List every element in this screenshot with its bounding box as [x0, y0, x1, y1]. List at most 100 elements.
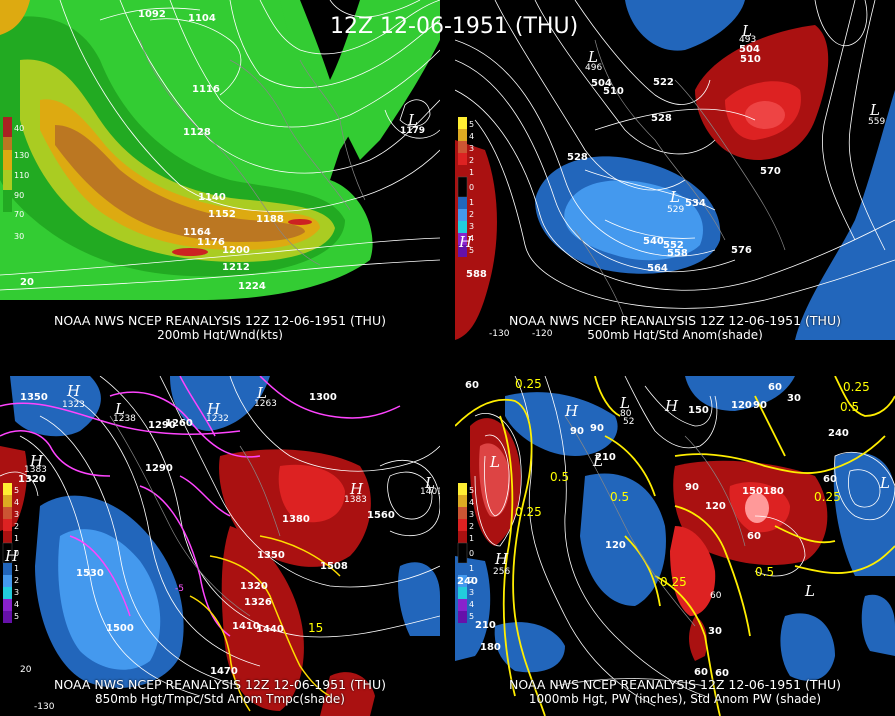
svg-text:210: 210	[595, 452, 616, 463]
svg-text:52: 52	[623, 417, 634, 427]
svg-text:60: 60	[694, 667, 708, 678]
svg-text:3: 3	[469, 144, 474, 153]
svg-text:1: 1	[469, 534, 474, 543]
svg-text:30: 30	[787, 393, 801, 404]
svg-text:2: 2	[14, 576, 19, 585]
height-contours	[0, 0, 440, 291]
svg-text:5: 5	[469, 246, 474, 255]
svg-text:L: L	[114, 400, 125, 418]
svg-text:150: 150	[742, 486, 763, 497]
svg-text:L: L	[489, 453, 500, 471]
svg-text:H: H	[66, 382, 81, 400]
svg-text:1: 1	[469, 564, 474, 573]
svg-text:1188: 1188	[256, 214, 284, 225]
pw-labels: 0.25 0.5 0.25 0.5 0.25 0.5 0.25 0.25 0.5	[515, 377, 870, 589]
svg-text:20: 20	[20, 665, 32, 675]
svg-text:2: 2	[469, 522, 474, 531]
svg-text:1560: 1560	[367, 510, 395, 521]
svg-text:1: 1	[469, 168, 474, 177]
height-contours	[455, 0, 895, 309]
svg-text:558: 558	[667, 248, 688, 259]
colorbar-850mb: 5 4 3 2 1 0 1 2 3 4 5	[2, 483, 19, 623]
svg-text:256: 256	[493, 567, 510, 577]
svg-text:0.25: 0.25	[843, 380, 870, 394]
panel-caption: NOAA NWS NCEP REANALYSIS 12Z 12-06-1951 …	[0, 314, 440, 341]
svg-text:L: L	[804, 582, 815, 600]
svg-text:0.25: 0.25	[814, 490, 841, 504]
negative-anomaly-atlantic	[795, 90, 895, 340]
map-1000mb: 5 4 3 2 1 0 1 2 3 4 5 60 90 150 120 90 6…	[455, 376, 895, 716]
svg-text:5: 5	[469, 120, 474, 129]
svg-text:510: 510	[603, 86, 624, 97]
svg-text:1: 1	[14, 564, 19, 573]
colorbar-200mb: 40 130 110 90 70 30	[3, 117, 29, 241]
svg-text:1092: 1092	[138, 9, 166, 20]
svg-text:1176: 1176	[197, 237, 225, 248]
coastlines	[139, 39, 366, 266]
svg-text:0.5: 0.5	[610, 490, 629, 504]
svg-text:110: 110	[14, 171, 29, 180]
wind-max-core	[172, 248, 208, 256]
svg-text:210: 210	[475, 620, 496, 631]
svg-text:2: 2	[469, 576, 474, 585]
panel-850mb-height-temp: 5 4 3 2 1 0 1 2 3 4 5 1350 1290 1260 129…	[0, 376, 440, 716]
svg-text:90: 90	[753, 400, 767, 411]
positive-pw-anomaly-south	[670, 526, 716, 616]
svg-text:4: 4	[469, 234, 474, 243]
svg-text:60: 60	[465, 380, 479, 391]
svg-text:0.25: 0.25	[660, 575, 687, 589]
svg-text:-120: -120	[532, 329, 553, 339]
svg-text:150: 150	[688, 405, 709, 416]
panel-1000mb-height-pw: 5 4 3 2 1 0 1 2 3 4 5 60 90 150 120 90 6…	[455, 376, 895, 716]
svg-text:-5: -5	[175, 584, 184, 594]
svg-text:90: 90	[570, 426, 584, 437]
coastlines	[109, 415, 281, 617]
svg-text:1320: 1320	[240, 581, 268, 592]
svg-text:1260: 1260	[165, 418, 193, 429]
svg-text:1290: 1290	[145, 463, 173, 474]
center-values-500mb: 493 496 529 559 -130 -120	[489, 35, 885, 339]
svg-text:1440: 1440	[256, 624, 284, 635]
svg-text:60: 60	[823, 474, 837, 485]
svg-text:120: 120	[605, 540, 626, 551]
svg-text:130: 130	[14, 151, 29, 160]
svg-text:5: 5	[14, 486, 19, 495]
panel-caption: NOAA NWS NCEP REANALYSIS 12Z 12-06-1951 …	[53, 677, 386, 707]
coastlines	[574, 39, 786, 321]
svg-text:L: L	[256, 384, 267, 402]
svg-text:30: 30	[708, 626, 722, 637]
map-850mb: 5 4 3 2 1 0 1 2 3 4 5 1350 1290 1260 129…	[0, 376, 440, 716]
svg-text:0.5: 0.5	[840, 400, 859, 414]
svg-text:H: H	[664, 397, 679, 415]
svg-text:3: 3	[469, 588, 474, 597]
svg-text:1212: 1212	[222, 262, 250, 273]
svg-text:1383: 1383	[344, 495, 367, 505]
pressure-centers-1000mb: H L L H L L H L	[489, 394, 890, 600]
temperature-contours	[0, 376, 401, 637]
svg-text:240: 240	[457, 576, 478, 587]
svg-text:1140: 1140	[198, 192, 226, 203]
panel-200mb-height-wind: 40 130 110 90 70 30 1092 1104 1116 1128 …	[0, 0, 440, 340]
colorbar-500mb: 5 4 3 2 1 0 1 2 3 4 5	[457, 117, 474, 257]
pressure-centers-500mb: L L L L H	[458, 22, 880, 251]
svg-text:0: 0	[469, 549, 474, 558]
svg-text:60: 60	[710, 591, 722, 601]
svg-text:-130: -130	[34, 702, 55, 712]
svg-text:180: 180	[763, 486, 784, 497]
svg-text:1128: 1128	[183, 127, 211, 138]
svg-text:522: 522	[653, 77, 674, 88]
svg-text:L: L	[741, 22, 752, 40]
svg-text:H: H	[494, 550, 509, 568]
svg-text:1116: 1116	[192, 84, 220, 95]
svg-text:588: 588	[466, 269, 487, 280]
svg-text:L: L	[587, 48, 598, 66]
svg-text:L: L	[592, 452, 603, 470]
svg-text:1470: 1470	[210, 666, 238, 677]
svg-text:4: 4	[469, 600, 474, 609]
svg-text:564: 564	[647, 263, 668, 274]
svg-text:0: 0	[14, 549, 19, 558]
panel-caption: NOAA NWS NCEP REANALYSIS 12Z 12-06-1951 …	[508, 313, 841, 341]
svg-text:L: L	[879, 474, 890, 492]
